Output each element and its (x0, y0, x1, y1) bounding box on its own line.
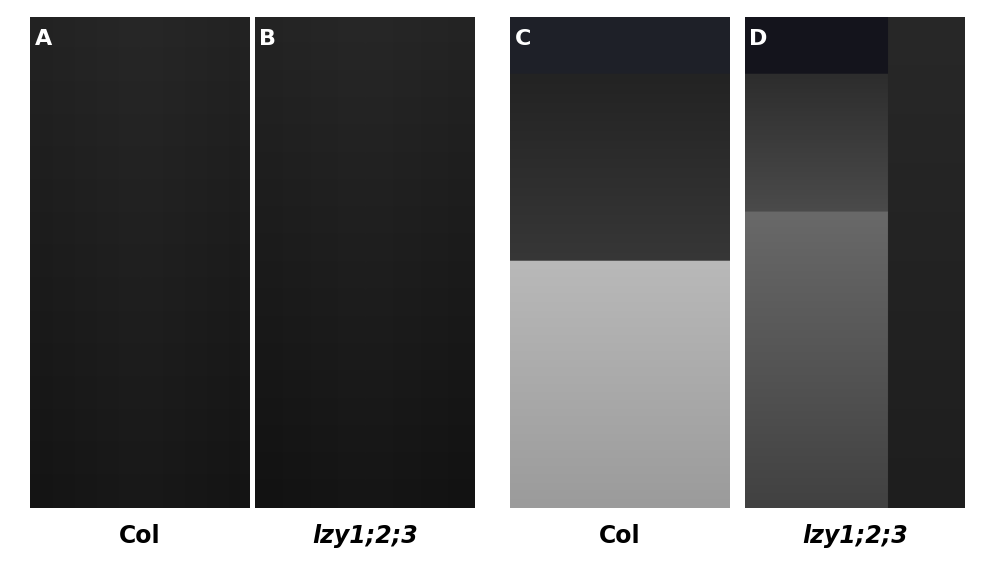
Text: D: D (749, 29, 768, 49)
Text: lzy1;2;3: lzy1;2;3 (312, 524, 418, 548)
Text: C: C (514, 29, 531, 49)
Text: B: B (259, 29, 276, 49)
Text: Col: Col (119, 524, 161, 548)
Text: A: A (34, 29, 52, 49)
Text: Col: Col (599, 524, 641, 548)
Text: lzy1;2;3: lzy1;2;3 (802, 524, 908, 548)
